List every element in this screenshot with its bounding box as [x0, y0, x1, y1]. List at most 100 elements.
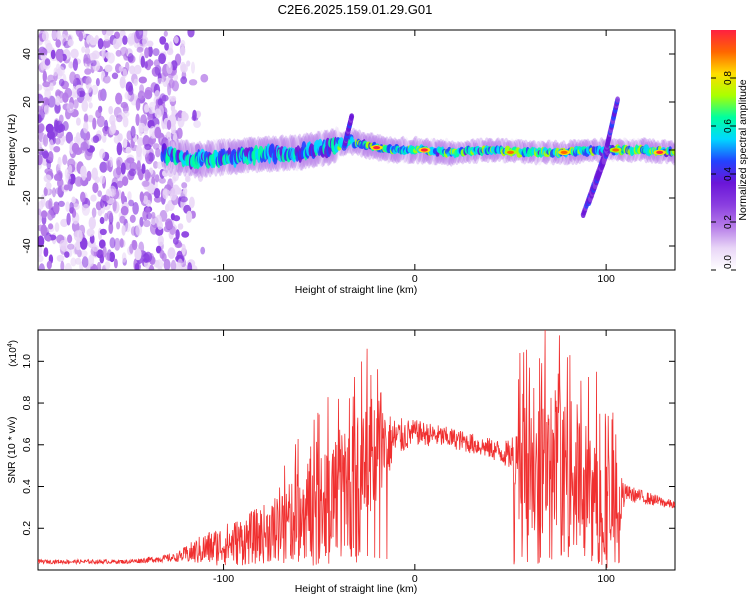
noise-blob	[87, 83, 93, 93]
noise-blob	[147, 113, 153, 121]
noise-blob	[68, 61, 74, 69]
noise-blob	[130, 226, 137, 236]
noise-blob	[52, 187, 56, 198]
snr-multiplier-exponent: 4	[7, 343, 14, 347]
noise-blob	[138, 76, 147, 84]
noise-blob	[159, 36, 167, 45]
spectrogram-panel: -100 0 100 -40 -20 0 20 40 Height of straight …	[6, 29, 676, 296]
noise-blob	[55, 120, 64, 134]
snr-x-tick-label: 0	[412, 573, 418, 585]
noise-blob	[193, 120, 202, 128]
noise-blob	[188, 79, 198, 86]
noise-blob	[64, 168, 69, 179]
noise-blob	[172, 237, 179, 245]
noise-blob	[44, 88, 51, 100]
noise-blob	[164, 42, 170, 51]
noise-blob	[55, 137, 61, 145]
noise-blob	[88, 52, 98, 61]
noise-blob	[200, 246, 206, 255]
noise-blob	[155, 147, 161, 158]
noise-blob	[147, 58, 152, 67]
noise-blob	[187, 30, 195, 38]
noise-blob	[122, 139, 128, 149]
noise-blob	[186, 60, 191, 67]
noise-blob	[173, 73, 179, 81]
noise-blob	[69, 71, 77, 84]
noise-blob	[47, 151, 54, 163]
noise-blob	[57, 200, 65, 207]
streak-segment	[349, 113, 355, 120]
noise-blob	[120, 191, 125, 205]
noise-blob	[125, 222, 131, 233]
noise-blob	[38, 36, 41, 48]
colorbar-label: Normalized spectral amplitude	[737, 79, 749, 220]
noise-blob	[55, 187, 62, 195]
spectrogram-x-label: Height of straight line (km)	[295, 284, 418, 296]
noise-blob	[44, 58, 51, 66]
noise-blob	[110, 123, 117, 134]
noise-blob	[108, 105, 114, 115]
hot-spot-core	[373, 146, 381, 150]
noise-blob	[181, 243, 186, 256]
noise-blob	[109, 237, 116, 249]
noise-blob	[167, 247, 176, 259]
colorbar-tick-label: 0.4	[723, 167, 734, 181]
noise-blob	[38, 93, 44, 104]
noise-blob	[38, 154, 43, 166]
noise-blob	[74, 176, 83, 187]
noise-blob	[140, 55, 145, 68]
noise-blob	[133, 64, 142, 75]
noise-blob	[171, 176, 177, 184]
noise-blob	[38, 235, 45, 248]
noise-blob	[43, 187, 48, 197]
noise-blob	[115, 92, 123, 105]
noise-blob	[71, 196, 76, 204]
spectrogram-y-tick-label: -20	[21, 190, 33, 205]
noise-blob	[157, 235, 164, 247]
noise-blob	[163, 30, 168, 37]
colorbar-tick-label: 0.0	[723, 255, 734, 269]
noise-blob	[60, 260, 65, 270]
noise-blob	[58, 53, 64, 63]
noise-blob	[96, 115, 105, 128]
spectrogram-ridge	[160, 126, 675, 179]
noise-blob	[186, 210, 193, 223]
noise-blob	[80, 250, 88, 258]
noise-blob	[70, 257, 77, 267]
noise-blob	[66, 212, 71, 226]
noise-blob	[162, 189, 171, 196]
noise-blob	[41, 210, 48, 219]
noise-blob	[86, 170, 92, 182]
noise-blob	[119, 46, 129, 57]
noise-blob	[149, 101, 156, 109]
noise-blob	[159, 93, 167, 104]
noise-blob	[157, 221, 164, 230]
noise-blob	[121, 224, 126, 236]
noise-blob	[97, 190, 102, 198]
noise-blob	[118, 65, 124, 72]
noise-blob	[46, 260, 52, 270]
noise-blob	[104, 64, 113, 73]
noise-blob	[40, 224, 48, 237]
noise-blob	[145, 207, 151, 215]
noise-blob	[91, 207, 97, 218]
noise-blob	[88, 254, 95, 267]
noise-blob	[43, 174, 52, 183]
snr-series-line	[38, 330, 675, 568]
noise-blob	[45, 123, 54, 134]
noise-blob	[38, 84, 43, 91]
noise-blob	[122, 116, 129, 128]
noise-blob	[67, 234, 73, 244]
noise-blob	[92, 182, 99, 194]
noise-blob	[170, 95, 177, 102]
noise-blob	[97, 89, 103, 102]
noise-blob	[125, 146, 132, 154]
noise-blob	[73, 99, 79, 109]
noise-blob	[99, 148, 106, 159]
noise-blob	[42, 97, 50, 106]
noise-blob	[81, 99, 89, 112]
noise-blob	[99, 254, 105, 264]
noise-blob	[154, 126, 162, 139]
noise-blob	[46, 235, 51, 242]
noise-blob	[119, 76, 126, 89]
